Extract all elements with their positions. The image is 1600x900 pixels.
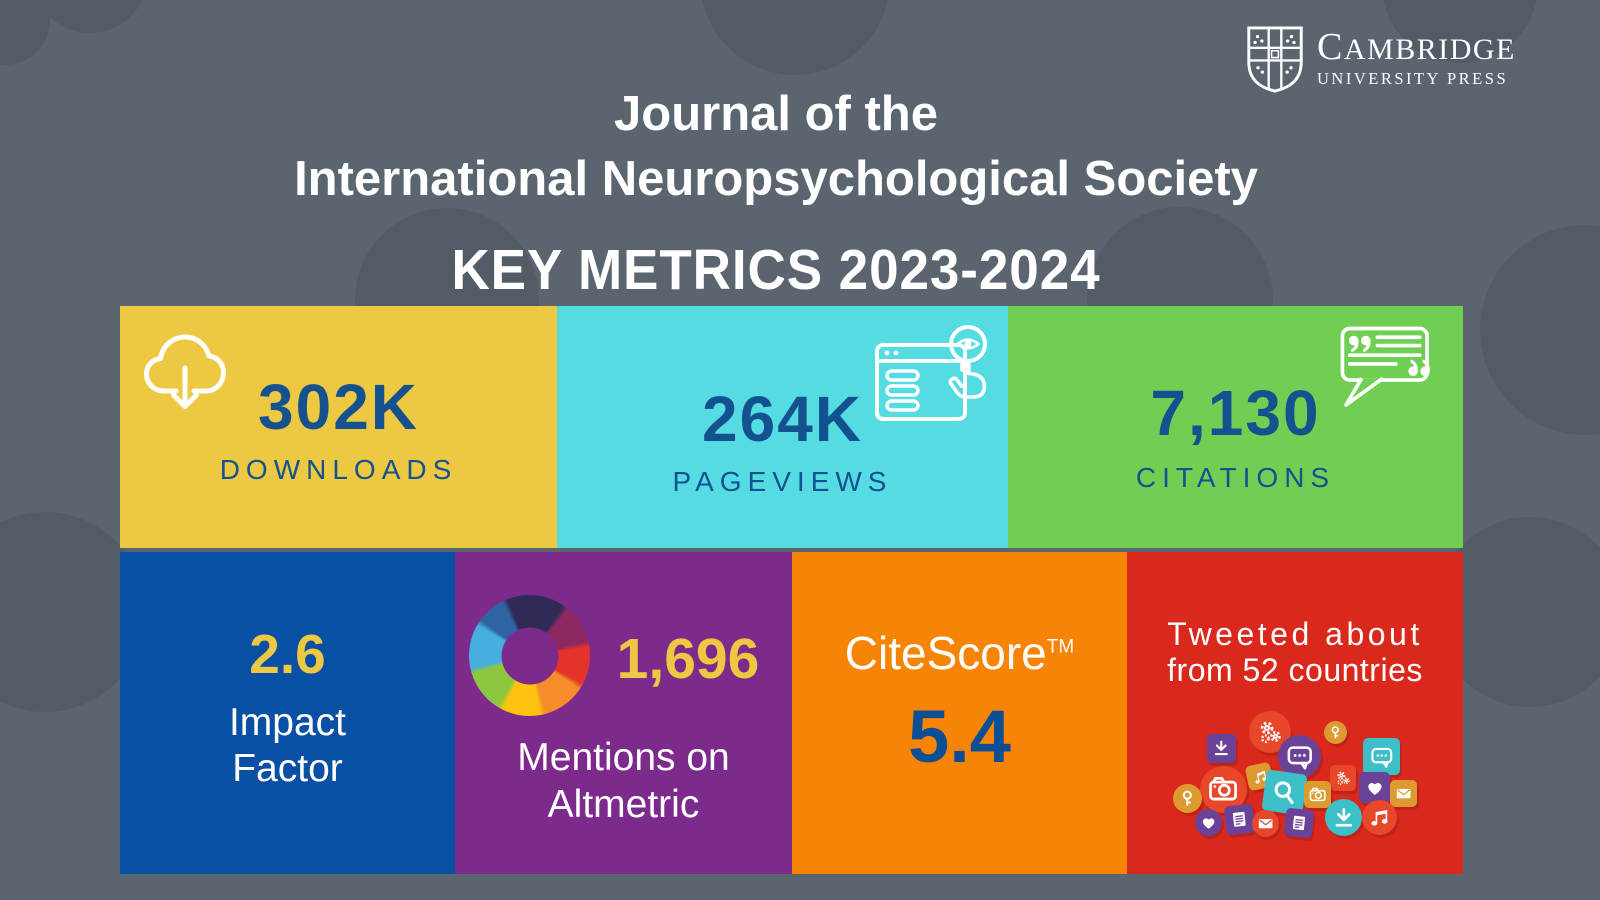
bg-circle xyxy=(700,0,890,75)
altmetric-value: 1,696 xyxy=(616,627,760,691)
cambridge-logo: CAMBRIDGE UNIVERSITY PRESS xyxy=(1245,25,1516,93)
cambridge-shield-icon xyxy=(1247,26,1303,93)
bg-circle xyxy=(1480,225,1600,435)
camera-icon xyxy=(1304,781,1331,808)
key-metrics-subtitle: KEY METRICS 2023-2024 xyxy=(451,238,1101,302)
downloads-value: 302K xyxy=(258,371,419,443)
altmetric-tile: 1,696 Mentions on Altmetric xyxy=(455,552,792,874)
trademark-symbol: TM xyxy=(1046,636,1075,658)
envelope-icon xyxy=(1390,780,1417,807)
altmetric-label: Mentions on Altmetric xyxy=(517,736,730,826)
music-note-icon xyxy=(1362,800,1397,835)
cambridge-logo-text: CAMBRIDGE UNIVERSITY PRESS xyxy=(1317,30,1516,89)
document-icon xyxy=(1223,803,1256,836)
speech-bubble-icon xyxy=(1363,738,1400,775)
altmetric-donut-hole xyxy=(501,627,558,684)
pageviews-tile: 264K PAGEVIEWS xyxy=(557,306,1008,548)
twitter-tile: Tweeted about from 52 countries xyxy=(1127,552,1463,874)
citations-value: 7,130 xyxy=(1150,377,1321,449)
bg-circle xyxy=(32,0,148,33)
heart-icon xyxy=(1359,772,1390,803)
brand-name: CAMBRIDGE xyxy=(1317,25,1516,68)
download-icon xyxy=(1207,734,1236,763)
pageviews-value: 264K xyxy=(702,383,863,455)
bg-circle xyxy=(0,0,50,65)
document-icon xyxy=(1283,807,1315,839)
downloads-tile: 302K DOWNLOADS xyxy=(120,306,557,548)
key-icon xyxy=(1173,784,1202,813)
impact-factor-label: Impact Factor xyxy=(228,701,347,790)
twitter-text-line2: from 52 countries xyxy=(1167,652,1423,688)
quote-speech-bubble-icon xyxy=(1340,326,1430,407)
envelope-icon xyxy=(1252,810,1279,837)
cloud-download-icon xyxy=(144,334,226,409)
browser-eye-pointer-icon xyxy=(875,325,987,421)
heart-icon xyxy=(1195,809,1222,836)
journal-title-line1: Journal of the xyxy=(614,87,938,141)
citations-label: CITATIONS xyxy=(1135,462,1336,493)
citescore-label: CiteScoreTM xyxy=(844,627,1075,679)
download-icon xyxy=(1325,799,1362,836)
key-icon xyxy=(1324,721,1347,744)
pageviews-label: PAGEVIEWS xyxy=(672,466,893,497)
citescore-tile: CiteScoreTM 5.4 xyxy=(792,552,1127,874)
twitter-text-line1: Tweeted about xyxy=(1167,616,1423,652)
brand-subname: UNIVERSITY PRESS xyxy=(1317,68,1509,88)
citescore-value: 5.4 xyxy=(908,695,1011,778)
journal-title-line2: International Neuropsychological Society xyxy=(294,152,1258,206)
citations-tile: 7,130 CITATIONS xyxy=(1008,306,1463,548)
speech-bubble-icon xyxy=(1278,735,1321,778)
downloads-label: DOWNLOADS xyxy=(219,454,458,485)
impact-factor-tile: 2.6 Impact Factor xyxy=(120,552,455,874)
altmetric-donut-logo xyxy=(469,595,590,716)
gears-icon xyxy=(1330,765,1356,791)
impact-factor-value: 2.6 xyxy=(249,623,326,685)
